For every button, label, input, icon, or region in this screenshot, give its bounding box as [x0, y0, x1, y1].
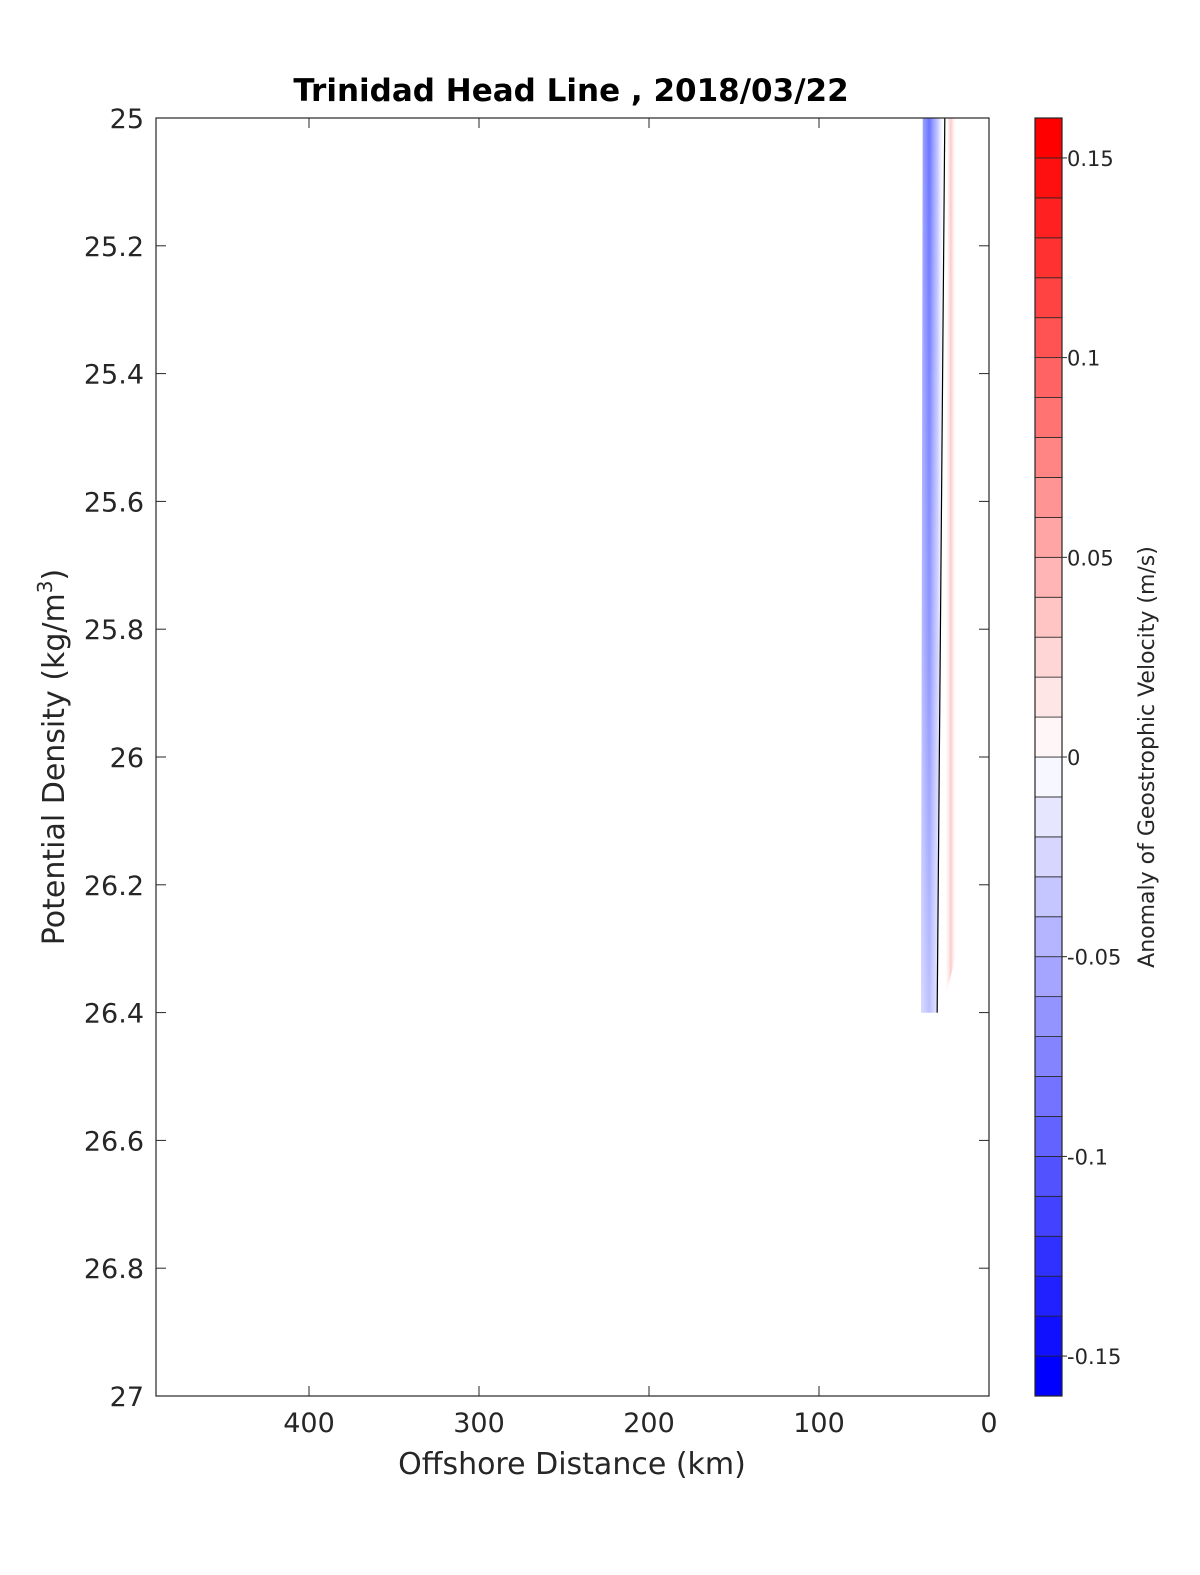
- y-tick-label: 25.6: [84, 487, 144, 518]
- colorbar-tick-label: 0: [1067, 746, 1080, 770]
- colorbar: [1034, 117, 1063, 1397]
- y-tick-label: 25.4: [84, 360, 144, 391]
- y-tick-label: 26: [110, 743, 144, 774]
- colorbar-segment: [1034, 237, 1063, 279]
- colorbar-segment: [1034, 756, 1063, 798]
- colorbar-segment: [1034, 1275, 1063, 1317]
- x-tick-label: 0: [980, 1408, 997, 1439]
- colorbar-segment: [1034, 956, 1063, 998]
- plot-frame: [155, 117, 990, 1397]
- colorbar-segment: [1034, 1355, 1063, 1397]
- x-axis-label: Offshore Distance (km): [398, 1447, 746, 1482]
- y-tick-label: 25.8: [84, 615, 144, 646]
- colorbar-segment: [1034, 876, 1063, 918]
- y-axis-label: Potential Density (kg/m3): [33, 569, 72, 945]
- colorbar-segment: [1034, 716, 1063, 758]
- y-tick-label: 25: [110, 104, 144, 135]
- x-tick-labels: 400 300 200 100 0: [283, 1408, 997, 1439]
- colorbar-segment: [1034, 1036, 1063, 1077]
- colorbar-segment: [1034, 317, 1063, 359]
- x-tick-label: 200: [623, 1408, 675, 1439]
- colorbar-segment: [1034, 157, 1063, 199]
- colorbar-segment: [1034, 916, 1063, 958]
- plot-area: [156, 118, 989, 1396]
- colorbar-segment: [1034, 556, 1063, 598]
- y-tick-label: 27: [110, 1382, 144, 1413]
- zero-contour-line: [936, 117, 946, 1013]
- y-axis-label-close: ): [37, 569, 72, 581]
- colorbar-ticks: 0.15 0.1 0.05 0 -0.05 -0.1 -0.15: [1062, 147, 1121, 1369]
- colorbar-segment: [1034, 197, 1063, 239]
- colorbar-segment: [1034, 1116, 1063, 1157]
- y-tick-label: 25.2: [84, 232, 144, 263]
- colorbar-segment: [1034, 676, 1063, 718]
- colorbar-segment: [1034, 996, 1063, 1037]
- y-tick-label: 26.4: [84, 999, 144, 1030]
- colorbar-tick-label: -0.1: [1067, 1145, 1108, 1169]
- colorbar-segment: [1034, 117, 1063, 159]
- x-tick-label: 400: [283, 1408, 335, 1439]
- y-axis-label-superscript: 3: [33, 580, 57, 593]
- colorbar-segment: [1034, 636, 1063, 678]
- colorbar-tick-label: 0.1: [1067, 347, 1100, 371]
- colorbar-segment: [1034, 477, 1063, 518]
- x-tick-label: 100: [793, 1408, 845, 1439]
- colorbar-segment: [1034, 277, 1063, 319]
- x-tick-label: 300: [453, 1408, 505, 1439]
- colorbar-segment: [1034, 516, 1063, 558]
- colorbar-tick-label: -0.05: [1067, 946, 1121, 970]
- colorbar-segment: [1034, 1155, 1063, 1197]
- colorbar-segment: [1034, 796, 1063, 838]
- colorbar-segment: [1034, 596, 1063, 638]
- colorbar-tick-label: 0.05: [1067, 546, 1114, 570]
- y-axis-label-main: Potential Density (kg/m: [37, 593, 72, 945]
- colorbar-tick-label: -0.15: [1067, 1345, 1121, 1369]
- colorbar-tick-label: 0.15: [1067, 147, 1114, 171]
- colorbar-segment: [1034, 1195, 1063, 1237]
- colorbar-segment: [1034, 1315, 1063, 1357]
- colorbar-segment: [1034, 1235, 1063, 1277]
- chart-title: Trinidad Head Line , 2018/03/22: [293, 73, 848, 109]
- colorbar-segment: [1034, 397, 1063, 438]
- colorbar-segment: [1034, 437, 1063, 478]
- colorbar-segment: [1034, 1076, 1063, 1117]
- colorbar-segment: [1034, 357, 1063, 398]
- y-tick-labels: 25 25.2 25.4 25.6 25.8 26 26.2 26.4 26.6 26.8 27: [84, 104, 144, 1413]
- y-tick-label: 26.8: [84, 1254, 144, 1285]
- y-tick-label: 26.6: [84, 1126, 144, 1157]
- positive-anomaly-band: [944, 118, 957, 1013]
- y-tick-label: 26.2: [84, 871, 144, 902]
- contour-field: [921, 117, 957, 1013]
- colorbar-segment: [1034, 836, 1063, 878]
- colorbar-label: Anomaly of Geostrophic Velocity (m/s): [1135, 546, 1160, 968]
